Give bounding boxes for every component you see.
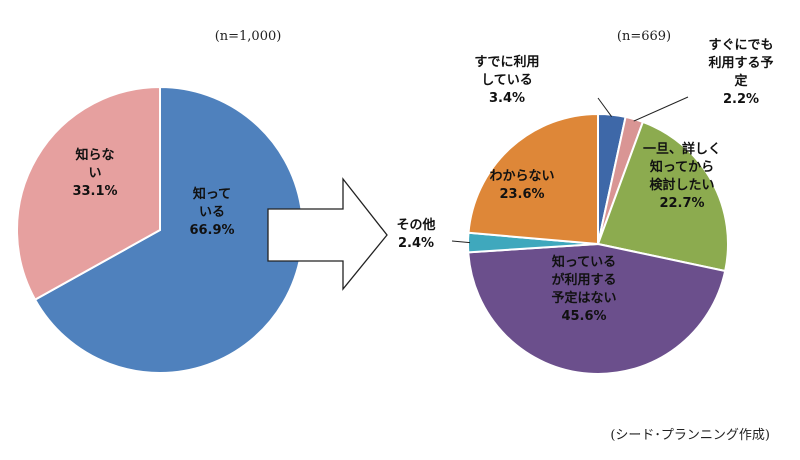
pie-chart-awareness <box>16 85 304 374</box>
source-note: (シード･プランニング作成) <box>610 428 770 443</box>
arrow-shape <box>267 177 388 291</box>
pie1-slice-1-label: 知っている 66.9% <box>189 186 234 238</box>
pie2-slice-3-label: 一旦、詳しく知ってから検討したい 22.7% <box>643 141 721 211</box>
pie2-slice-6 <box>467 112 599 246</box>
pie-chart-usage-intent <box>467 112 730 376</box>
pie2-slice-6-label: わからない 23.6% <box>489 169 554 202</box>
pie2-leader-line-2 <box>633 96 689 122</box>
pie1-slice-2 <box>16 85 161 302</box>
pie2-slice-4-label: 知っているが利用する予定はない 45.6% <box>551 254 616 324</box>
pie1-slice-2-label: 知らない 33.1% <box>72 147 117 199</box>
pie1-title: (n=1,000) <box>215 29 282 44</box>
pie1-slice-1 <box>33 85 304 374</box>
pie2-leader-line-1 <box>597 97 613 118</box>
pie2-slice-4 <box>467 242 727 376</box>
slice-labels: 知っている 66.9% 知らない 33.1% すでに利用している 3.4% すぐにでも利用す… <box>72 38 773 324</box>
pie2-slice-1-label: すでに利用している 3.4% <box>474 54 539 106</box>
pie2-title: (n=669) <box>617 29 671 44</box>
pie2-slice-2-label: すぐにでも利用する予定 2.2% <box>708 38 773 107</box>
pie2-leader-line-5 <box>451 240 471 244</box>
pie2-slice-5-label: その他 2.4% <box>396 217 435 251</box>
pie2-slice-3 <box>596 120 730 273</box>
